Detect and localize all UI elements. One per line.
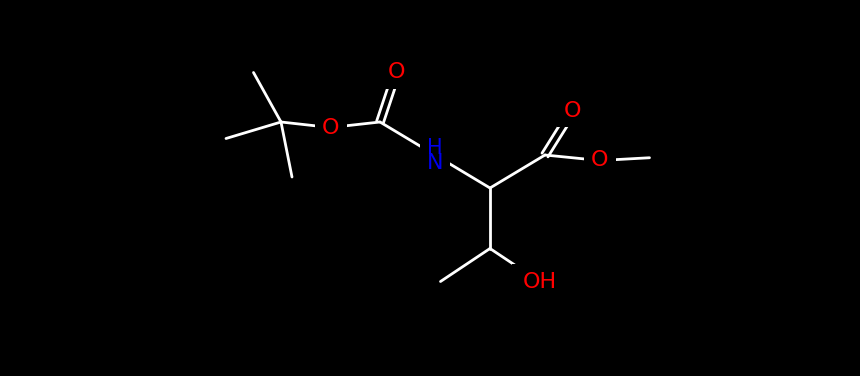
Text: O: O [592, 150, 609, 170]
Text: H: H [427, 138, 443, 158]
FancyBboxPatch shape [584, 144, 616, 176]
FancyBboxPatch shape [315, 112, 347, 144]
Text: N: N [427, 153, 443, 173]
Text: O: O [322, 117, 339, 138]
Text: OH: OH [522, 271, 556, 291]
Text: O: O [564, 101, 581, 121]
FancyBboxPatch shape [512, 264, 568, 300]
FancyBboxPatch shape [380, 56, 413, 88]
FancyBboxPatch shape [420, 139, 450, 171]
Text: O: O [388, 62, 405, 82]
FancyBboxPatch shape [556, 95, 588, 127]
